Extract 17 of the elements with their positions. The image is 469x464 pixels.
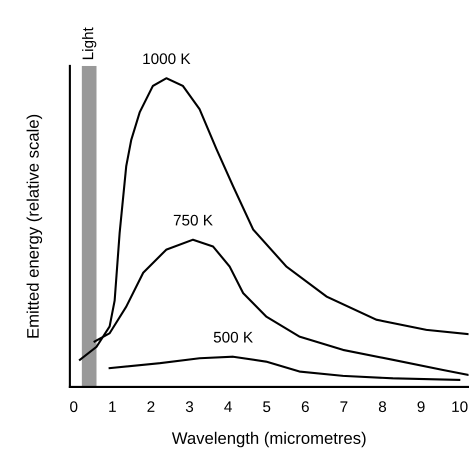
y-axis-title: Emitted energy (relative scale): [26, 114, 42, 338]
x-tick-label: 10: [452, 401, 468, 412]
x-tick-label: 1: [109, 401, 116, 412]
x-tick-label: 0: [70, 401, 78, 412]
x-tick-label: 9: [418, 401, 425, 412]
series-label: 750 K: [174, 214, 213, 226]
x-tick-label: 2: [147, 401, 154, 412]
x-tick-label: 5: [263, 401, 270, 412]
x-tick-label: 3: [186, 401, 194, 412]
x-tick-label: 8: [378, 401, 386, 412]
series-label: 1000 K: [143, 53, 190, 64]
x-tick-label: 7: [340, 401, 348, 412]
x-tick-label: 4: [224, 401, 232, 412]
series-label: 500 K: [214, 332, 253, 343]
x-tick-label: 6: [302, 401, 309, 412]
x-axis-title: Wavelength (micrometres): [172, 432, 366, 448]
band-label: Light: [82, 27, 96, 60]
